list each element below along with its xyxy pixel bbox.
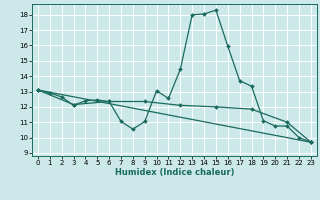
X-axis label: Humidex (Indice chaleur): Humidex (Indice chaleur) — [115, 168, 234, 177]
